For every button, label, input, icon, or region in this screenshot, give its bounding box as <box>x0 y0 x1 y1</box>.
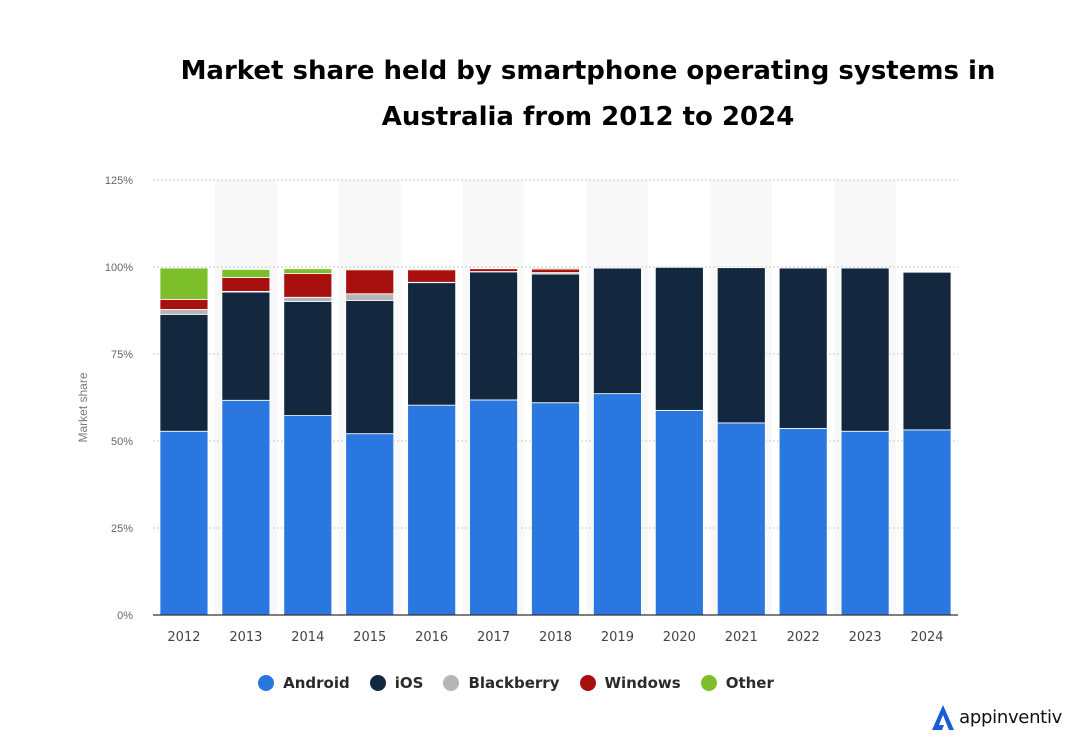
y-tick-label: 25% <box>111 523 133 535</box>
x-tick-label: 2015 <box>353 630 386 645</box>
bar-android-2014 <box>283 415 333 616</box>
bar-android-2016 <box>407 404 457 616</box>
legend-swatch-windows <box>579 675 596 691</box>
x-tick-label: 2022 <box>787 630 820 645</box>
bar-ios-2012 <box>159 313 209 432</box>
y-axis-title: Market share <box>76 372 90 442</box>
y-tick-label: 50% <box>111 436 133 448</box>
bar-ios-2017 <box>469 271 518 401</box>
brand-logo: appinventiv <box>930 703 1062 731</box>
bar-windows-2013 <box>221 277 271 292</box>
bar-android-2013 <box>221 399 271 616</box>
x-tick-label: 2012 <box>167 630 200 645</box>
x-tick-label: 2020 <box>663 630 696 645</box>
y-tick-label: 75% <box>111 349 133 361</box>
chart-title: Market share held by smartphone operatin… <box>120 48 1056 140</box>
x-tick-label: 2017 <box>477 630 510 645</box>
chart-title-line-2: Australia from 2012 to 2024 <box>381 102 795 132</box>
bar-ios-2023 <box>840 267 890 432</box>
legend-label-blackberry: Blackberry <box>468 674 560 692</box>
bar-other-2015 <box>345 268 395 271</box>
legend-swatch-other <box>700 675 717 691</box>
legend-label-windows: Windows <box>604 674 681 692</box>
bar-ios-2014 <box>283 301 333 416</box>
legend-item-other[interactable]: Other <box>700 674 774 692</box>
legend-swatch-ios <box>369 675 386 691</box>
bar-android-2023 <box>840 430 890 616</box>
legend-label-ios: iOS <box>394 674 424 692</box>
bar-ios-2015 <box>345 300 395 435</box>
legend-swatch-blackberry <box>443 675 460 691</box>
x-tick-label: 2019 <box>601 630 634 645</box>
bar-other-2012 <box>159 267 209 300</box>
bar-android-2020 <box>654 409 704 616</box>
appinventiv-logo-icon <box>932 705 955 730</box>
bar-other-2013 <box>221 269 271 278</box>
x-tick-label: 2013 <box>229 630 262 645</box>
chart-title-line-1: Market share held by smartphone operatin… <box>180 56 996 86</box>
bar-other-2018 <box>531 267 580 270</box>
bar-android-2012 <box>159 430 209 616</box>
y-tick-label: 125% <box>105 175 133 187</box>
bar-ios-2013 <box>221 291 271 401</box>
bar-windows-2016 <box>407 269 457 283</box>
y-tick-label: 100% <box>105 262 133 274</box>
x-tick-label: 2016 <box>415 630 448 645</box>
legend-item-android[interactable]: Android <box>258 674 350 692</box>
bar-blackberry-2015 <box>345 293 395 301</box>
bar-ios-2016 <box>407 282 457 406</box>
bar-android-2018 <box>531 402 580 616</box>
bar-other-2016 <box>407 268 457 271</box>
bar-windows-2012 <box>159 298 209 310</box>
bar-blackberry-2014 <box>283 296 333 302</box>
bar-android-2021 <box>716 422 766 616</box>
legend-item-ios[interactable]: iOS <box>369 674 424 692</box>
bar-ios-2020 <box>654 266 704 411</box>
bar-ios-2018 <box>531 273 580 404</box>
legend-swatch-android <box>258 675 275 691</box>
bar-ios-2022 <box>778 267 828 429</box>
bar-windows-2018 <box>531 268 580 273</box>
y-tick-label: 0% <box>117 610 133 622</box>
bar-windows-2015 <box>345 269 395 295</box>
x-tick-label: 2023 <box>849 630 882 645</box>
legend-label-other: Other <box>725 674 774 692</box>
x-tick-label: 2021 <box>725 630 758 645</box>
bar-ios-2019 <box>593 267 642 395</box>
stacked-bar-chart: 0% 25% 50% 75% 100% 125% Market share 2012 2013 2… <box>76 175 958 645</box>
legend-item-windows[interactable]: Windows <box>579 674 681 692</box>
x-tick-label: 2018 <box>539 630 572 645</box>
x-tick-label: 2014 <box>291 630 324 645</box>
bar-ios-2024 <box>902 271 952 431</box>
bar-ios-2021 <box>716 267 766 424</box>
bar-android-2022 <box>778 428 828 616</box>
bar-windows-2014 <box>283 273 333 298</box>
legend-label-android: Android <box>283 674 350 692</box>
bar-android-2015 <box>345 433 395 616</box>
bar-android-2017 <box>469 399 518 616</box>
bar-android-2024 <box>902 429 952 616</box>
bar-windows-2017 <box>469 268 518 272</box>
legend-item-blackberry[interactable]: Blackberry <box>443 674 560 692</box>
bar-android-2019 <box>593 393 642 616</box>
bar-blackberry-2012 <box>159 309 209 315</box>
bar-other-2014 <box>283 268 333 275</box>
legend: Android iOS Blackberry Windows Other <box>0 674 1032 692</box>
x-tick-label: 2024 <box>910 630 943 645</box>
brand-name: appinventiv <box>959 706 1062 728</box>
